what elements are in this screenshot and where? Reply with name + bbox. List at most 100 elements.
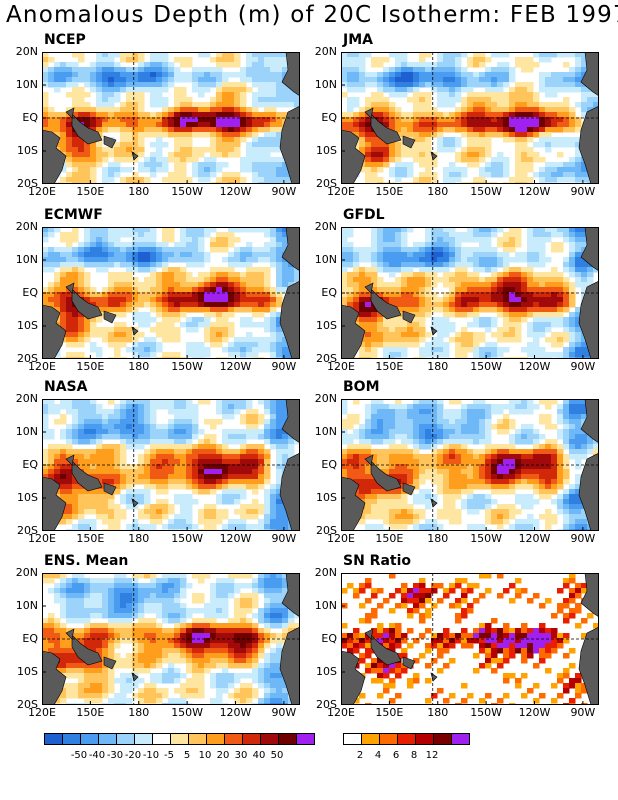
colorbar-label: -10 [142, 750, 160, 761]
map-panel-gfdl [341, 227, 599, 359]
lat-tick-label: 20N [15, 45, 38, 58]
lat-tick-label: EQ [22, 111, 38, 124]
lon-tick-label: 180 [128, 532, 150, 545]
map-panel-jma [341, 52, 599, 184]
land-australasia [364, 282, 374, 294]
colorbar-swatch [206, 733, 225, 745]
land-australasia [42, 129, 67, 184]
land-americas [569, 573, 599, 618]
colorbar-swatch [397, 733, 416, 745]
lat-tick-label: 10S [316, 144, 337, 157]
map-panel-bom [341, 399, 599, 531]
colorbar-swatch [98, 733, 117, 745]
colorbar-label: 40 [252, 750, 266, 761]
land-americas [279, 105, 300, 184]
colorbar-swatch [80, 733, 99, 745]
colorbar-swatch [415, 733, 434, 745]
land-australasia [402, 656, 416, 670]
colorbar-swatch [152, 733, 171, 745]
land-americas [279, 626, 300, 705]
land-americas [578, 280, 599, 359]
lon-tick-label: 150W [171, 185, 204, 198]
lat-tick-label: EQ [22, 458, 38, 471]
colorbar-label: 50 [270, 750, 284, 761]
land-americas [270, 573, 300, 618]
lon-tick-label: 120E [327, 532, 355, 545]
colorbar-swatch [278, 733, 297, 745]
land-australasia [103, 310, 117, 324]
colorbar-label: -5 [164, 750, 174, 761]
lat-tick-label: 20N [15, 392, 38, 405]
lat-tick-label: 20S [316, 524, 337, 537]
colorbar-swatch [379, 733, 398, 745]
land-australasia [364, 454, 374, 466]
shaded-field [341, 399, 599, 531]
land-australasia [370, 288, 402, 320]
map-field [42, 399, 300, 531]
land-australasia [65, 107, 75, 119]
land-americas [569, 399, 599, 444]
land-australasia [71, 460, 103, 492]
figure-title: Anomalous Depth (m) of 20C Isotherm: FEB… [6, 2, 618, 28]
map-panel-nasa [42, 399, 300, 531]
lon-tick-label: 120W [518, 360, 551, 373]
colorbar-swatch [451, 733, 470, 745]
land-australasia [71, 634, 103, 666]
depth-colorbar [44, 733, 315, 745]
lat-tick-label: 10S [316, 665, 337, 678]
land-australasia [341, 304, 366, 359]
lat-tick-label: 20S [17, 698, 38, 711]
lon-tick-label: 180 [128, 706, 150, 719]
panel-title: ENS. Mean [44, 553, 129, 569]
lat-tick-label: 20N [15, 566, 38, 579]
panel-title: BOM [343, 379, 380, 395]
lon-tick-label: 120E [327, 706, 355, 719]
colorbar-swatch [296, 733, 315, 745]
lat-tick-label: 20N [314, 392, 337, 405]
lon-tick-label: 150E [375, 706, 404, 719]
land-americas [569, 227, 599, 272]
colorbar-swatch [170, 733, 189, 745]
lat-tick-label: 20S [17, 352, 38, 365]
map-field [42, 227, 300, 359]
land-americas [578, 105, 599, 184]
land-australasia [402, 135, 416, 149]
land-americas [578, 626, 599, 705]
land-australasia [65, 282, 75, 294]
lat-tick-label: 10N [314, 425, 337, 438]
lon-tick-label: 120E [28, 532, 56, 545]
lat-tick-label: 10S [17, 491, 38, 504]
colorbar-swatch [134, 733, 153, 745]
colorbar-label: 6 [392, 750, 400, 761]
colorbar-label: 2 [356, 750, 364, 761]
land-australasia [370, 634, 402, 666]
lon-tick-label: 120E [28, 185, 56, 198]
lon-tick-label: 90W [271, 185, 297, 198]
land-australasia [103, 482, 117, 496]
lon-tick-label: 150E [76, 532, 105, 545]
colorbar-swatch [433, 733, 452, 745]
panel-title: NCEP [44, 32, 86, 48]
land-australasia [65, 454, 75, 466]
lon-tick-label: 120W [518, 185, 551, 198]
land-americas [569, 52, 599, 97]
lat-tick-label: 20S [316, 177, 337, 190]
colorbar-label: -50 [70, 750, 88, 761]
lat-tick-label: 20S [17, 177, 38, 190]
lon-tick-label: 120W [518, 706, 551, 719]
land-australasia [65, 628, 75, 640]
lon-tick-label: 180 [427, 706, 449, 719]
colorbar-label: -40 [88, 750, 106, 761]
lon-tick-label: 90W [271, 532, 297, 545]
colorbar-swatch [224, 733, 243, 745]
lon-tick-label: 150W [470, 185, 503, 198]
lat-tick-label: 10N [15, 425, 38, 438]
land-australasia [402, 482, 416, 496]
lon-tick-label: 120W [219, 706, 252, 719]
lon-tick-label: 150W [171, 532, 204, 545]
lat-tick-label: 20N [314, 220, 337, 233]
lat-tick-label: EQ [321, 458, 337, 471]
land-americas [270, 227, 300, 272]
lat-tick-label: 10N [314, 253, 337, 266]
panel-title: SN Ratio [343, 553, 412, 569]
